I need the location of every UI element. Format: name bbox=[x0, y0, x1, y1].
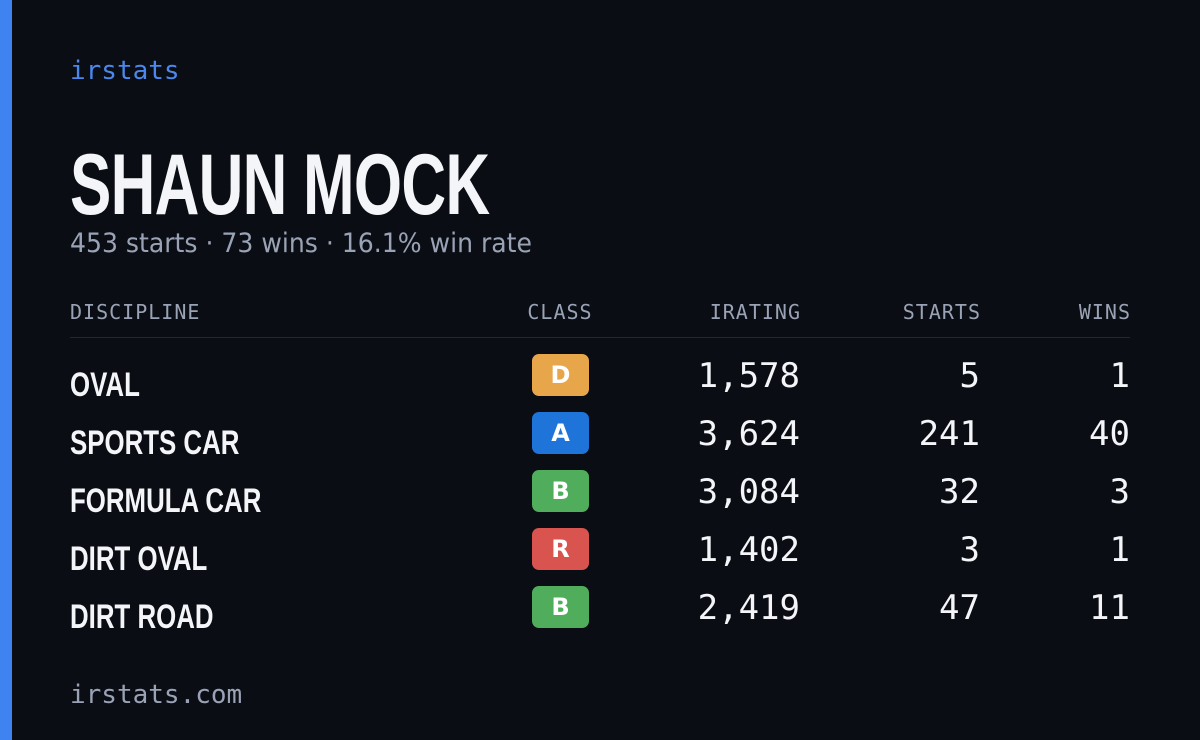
driver-name: SHAUN MOCK bbox=[70, 137, 490, 233]
column-header: WINS bbox=[1078, 300, 1131, 324]
starts-value: 5 bbox=[959, 356, 980, 396]
class-badge: D bbox=[532, 354, 589, 396]
irating-value: 1,402 bbox=[697, 530, 800, 570]
wins-value: 1 bbox=[1109, 356, 1130, 396]
irating-value: 3,084 bbox=[697, 472, 800, 512]
discipline-name: OVAL bbox=[70, 366, 140, 404]
column-header: STARTS bbox=[902, 300, 981, 324]
brand: irstats bbox=[70, 56, 180, 86]
starts-value: 3 bbox=[959, 530, 980, 570]
discipline-name: FORMULA CAR bbox=[70, 482, 262, 520]
wins-value: 40 bbox=[1089, 414, 1130, 454]
irating-value: 3,624 bbox=[697, 414, 800, 454]
discipline-name: DIRT ROAD bbox=[70, 598, 214, 636]
wins-value: 1 bbox=[1109, 530, 1130, 570]
starts-value: 32 bbox=[939, 472, 980, 512]
class-badge: R bbox=[532, 528, 589, 570]
wins-value: 11 bbox=[1089, 588, 1130, 628]
column-header: IRATING bbox=[709, 300, 801, 324]
starts-value: 47 bbox=[939, 588, 980, 628]
column-header: CLASS bbox=[527, 300, 593, 324]
driver-summary: 453 starts · 73 wins · 16.1% win rate bbox=[70, 228, 532, 259]
irating-value: 2,419 bbox=[697, 588, 800, 628]
wins-value: 3 bbox=[1109, 472, 1130, 512]
column-header: DISCIPLINE bbox=[70, 300, 201, 324]
irating-value: 1,578 bbox=[697, 356, 800, 396]
footer: irstats.com bbox=[70, 680, 243, 710]
class-badge: B bbox=[532, 586, 589, 628]
accent-stripe bbox=[0, 0, 12, 740]
starts-value: 241 bbox=[918, 414, 980, 454]
discipline-name: SPORTS CAR bbox=[70, 424, 240, 462]
class-badge: A bbox=[532, 412, 589, 454]
class-badge: B bbox=[532, 470, 589, 512]
discipline-name: DIRT OVAL bbox=[70, 540, 208, 578]
header-rule bbox=[70, 337, 1130, 338]
